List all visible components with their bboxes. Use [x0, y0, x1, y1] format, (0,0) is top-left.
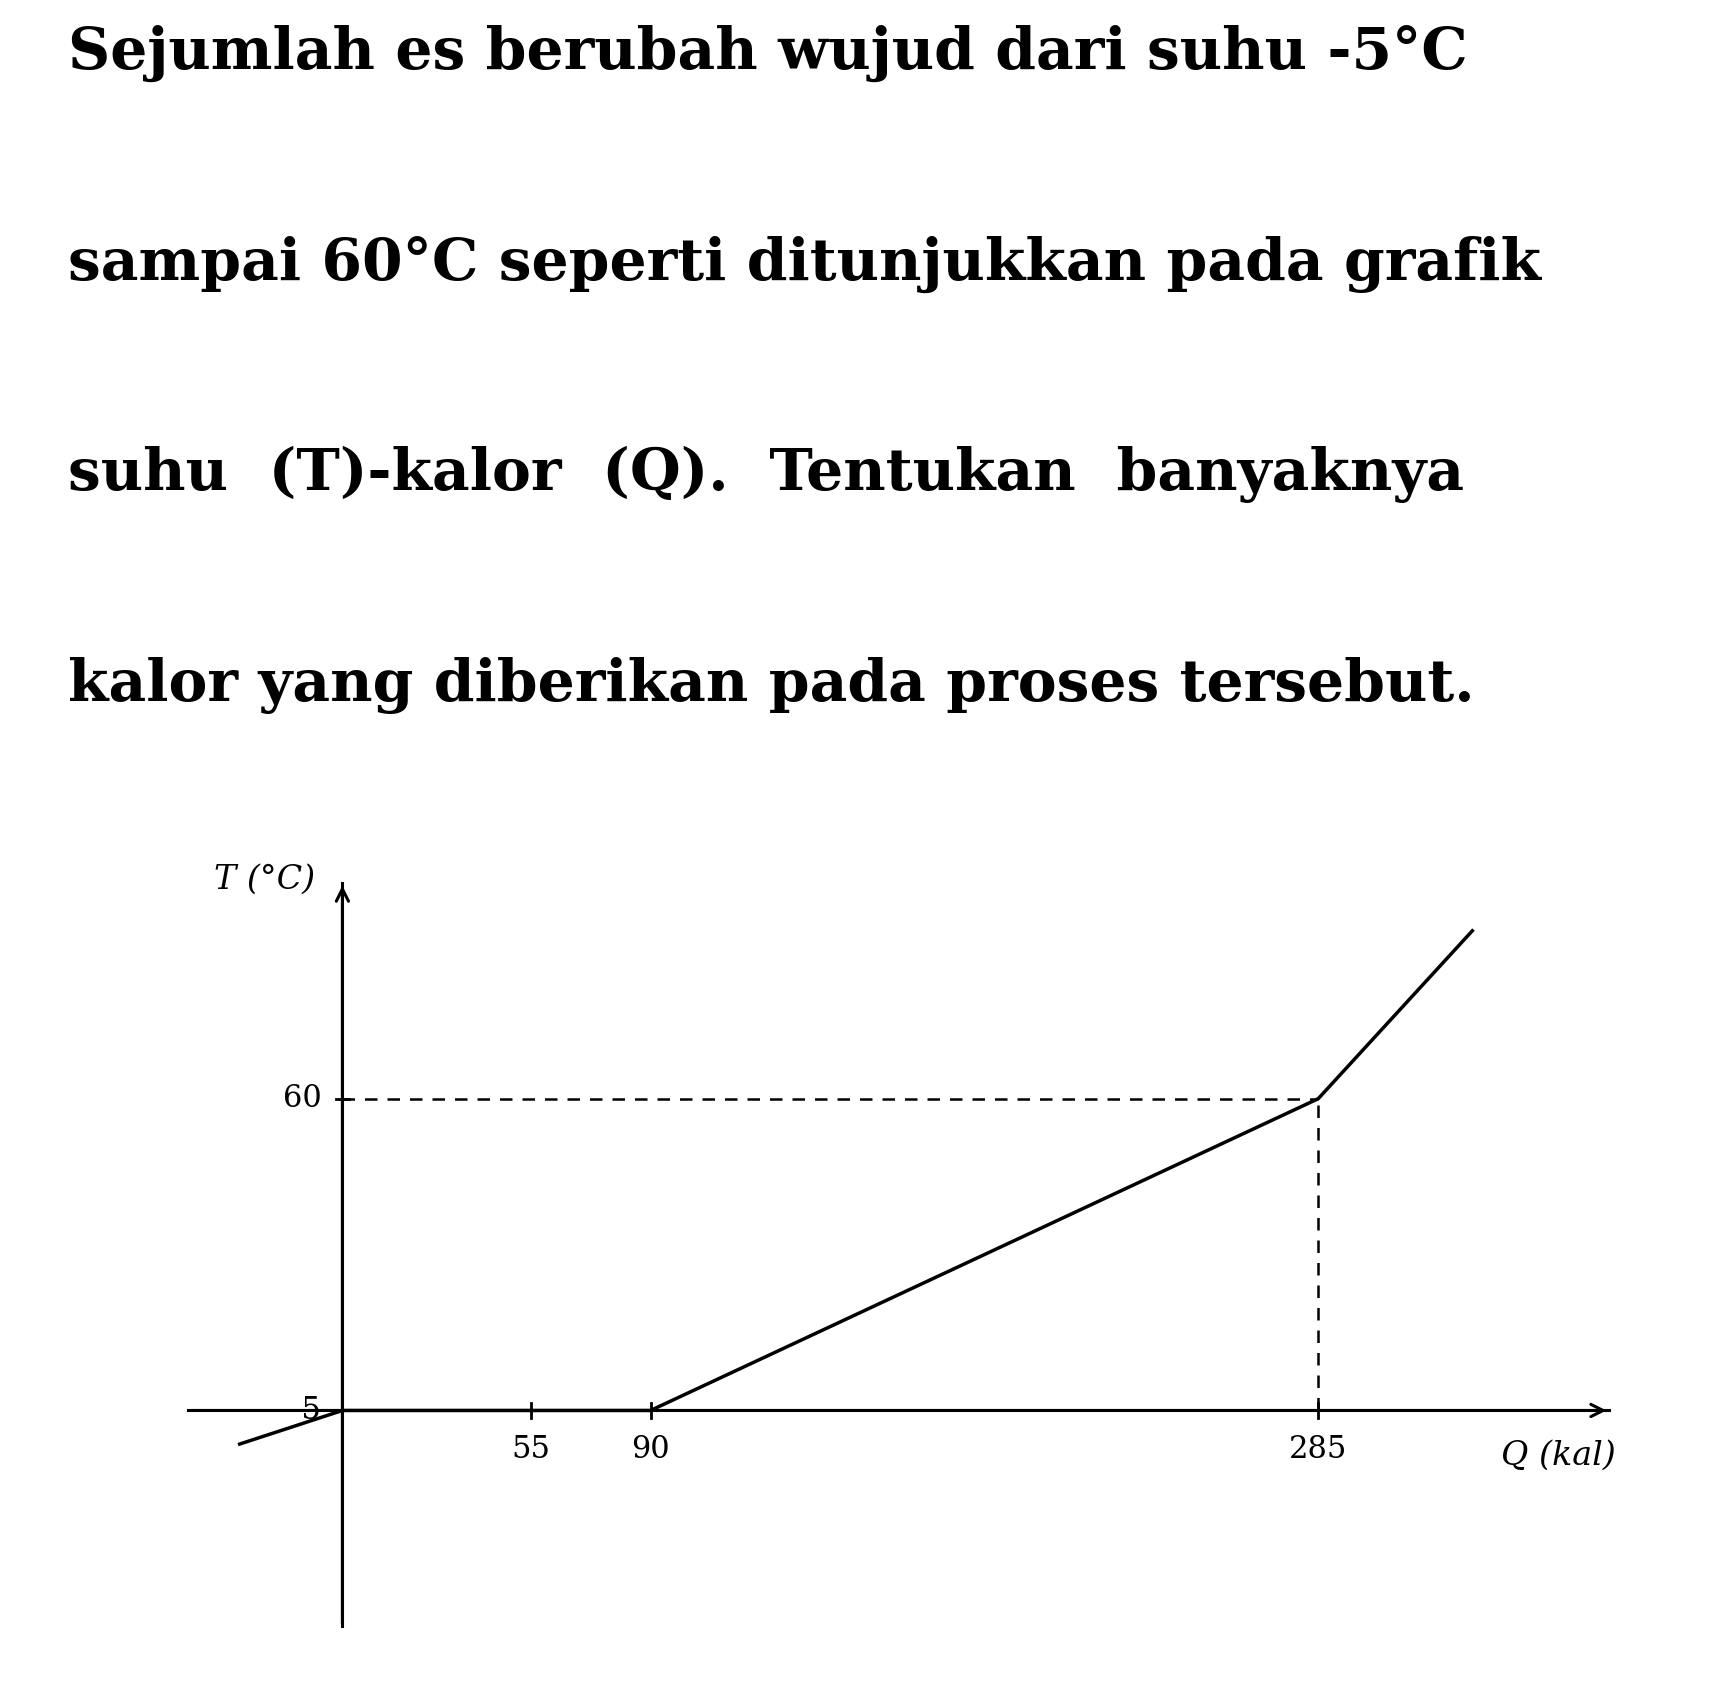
Text: 55: 55: [512, 1435, 550, 1465]
Text: suhu  (T)-kalor  (Q).  Tentukan  banyaknya: suhu (T)-kalor (Q). Tentukan banyaknya: [68, 446, 1464, 504]
Text: kalor yang diberikan pada proses tersebut.: kalor yang diberikan pada proses tersebu…: [68, 657, 1476, 714]
Text: -5: -5: [293, 1394, 322, 1426]
Text: sampai 60°C seperti ditunjukkan pada grafik: sampai 60°C seperti ditunjukkan pada gra…: [68, 236, 1541, 293]
Text: Q (kal): Q (kal): [1501, 1440, 1616, 1472]
Text: 90: 90: [632, 1435, 669, 1465]
Text: 285: 285: [1289, 1435, 1347, 1465]
Text: 60: 60: [282, 1083, 322, 1115]
Text: Sejumlah es berubah wujud dari suhu -5°C: Sejumlah es berubah wujud dari suhu -5°C: [68, 25, 1469, 83]
Text: T (°C): T (°C): [214, 864, 315, 896]
